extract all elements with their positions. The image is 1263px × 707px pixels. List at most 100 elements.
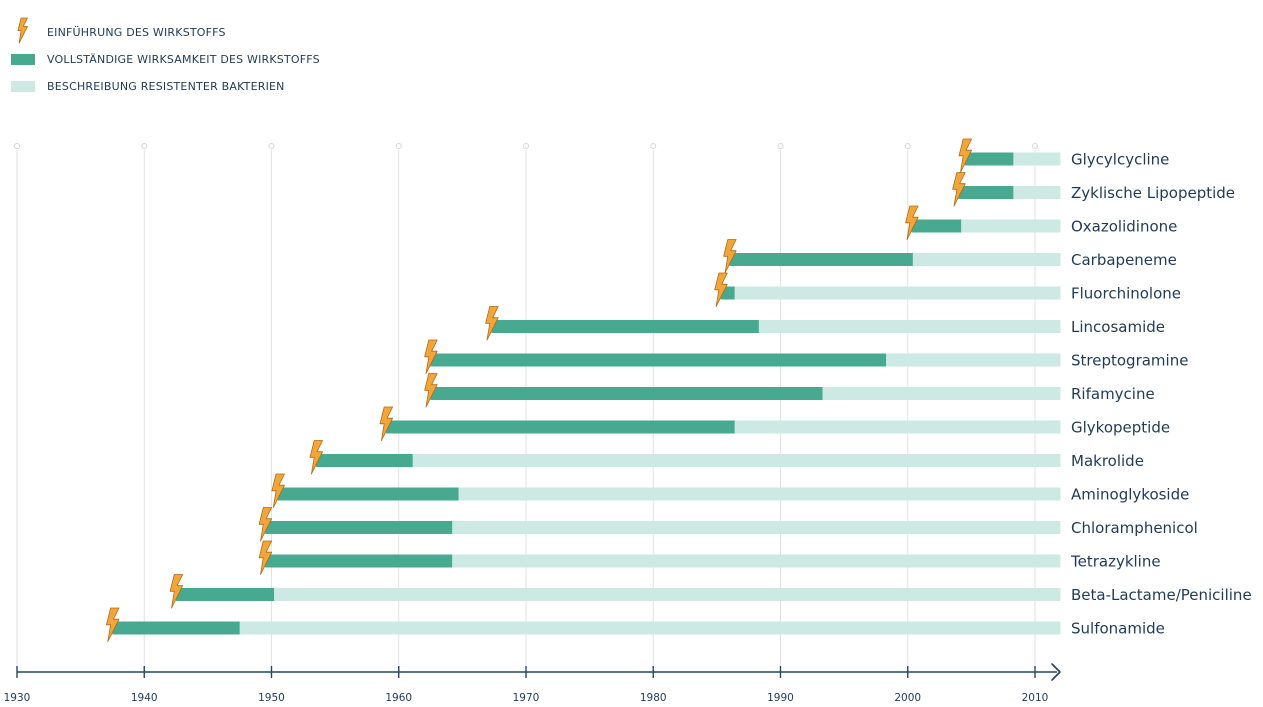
introduction-bolt-icon — [958, 138, 972, 173]
introduction-bolt-icon — [952, 172, 966, 207]
legend-swatch-effective — [11, 54, 35, 65]
grid-marker — [777, 143, 784, 149]
introduction-bolt-icon — [106, 607, 120, 642]
resistance-bar — [961, 219, 1061, 233]
effective-bar — [112, 621, 240, 635]
bars: Glycylcycline Zyklische Lipopeptide Oxazol… — [106, 138, 1252, 642]
grid-marker — [904, 143, 911, 149]
timeline-row: Streptogramine — [424, 339, 1188, 374]
row-label: Glykopeptide — [1071, 419, 1170, 437]
resistance-bar — [912, 253, 1061, 266]
timeline-row: Glycylcycline — [958, 138, 1169, 173]
resistance-bar — [1013, 186, 1061, 199]
grid-marker — [268, 143, 275, 149]
introduction-bolt-icon — [258, 540, 273, 575]
grid-marker — [523, 143, 529, 149]
timeline-row: Lincosamide — [485, 306, 1165, 341]
effective-bar — [430, 353, 887, 367]
introduction-bolt-icon — [723, 239, 737, 274]
row-label: Streptogramine — [1071, 352, 1188, 370]
row-label: Zyklische Lipopeptide — [1071, 184, 1235, 202]
tick-label: 2000 — [894, 692, 921, 704]
row-label: Fluorchinolone — [1071, 285, 1181, 303]
timeline-row: Carbapeneme — [723, 239, 1177, 274]
effective-bar — [911, 219, 962, 233]
row-label: Carbapeneme — [1071, 251, 1177, 269]
resistance-bar — [1013, 152, 1061, 166]
effective-bar — [316, 454, 413, 467]
tick-label: 1970 — [513, 692, 540, 704]
effective-bar — [729, 253, 913, 266]
resistance-bar — [758, 320, 1061, 333]
grid-marker — [141, 143, 148, 149]
grid-marker — [14, 143, 20, 149]
tick-label: 1950 — [258, 692, 285, 704]
tick-label: 2010 — [1022, 692, 1049, 704]
effective-bar — [386, 420, 735, 434]
timeline-row: Oxazolidinone — [905, 205, 1177, 240]
row-label: Makrolide — [1071, 452, 1144, 470]
introduction-bolt-icon — [424, 373, 438, 408]
timeline-row: Sulfonamide — [106, 607, 1165, 642]
row-label: Oxazolidinone — [1071, 218, 1177, 236]
tick-label: 1990 — [767, 692, 794, 704]
effective-bar — [491, 320, 759, 333]
grid-marker — [1032, 143, 1038, 149]
resistance-bar — [734, 286, 1061, 300]
tick-label: 1960 — [385, 692, 412, 704]
row-label: Tetrazykline — [1070, 553, 1161, 571]
row-label: Beta-Lactame/Peniciline — [1071, 586, 1252, 604]
legend-swatch-resistant — [11, 81, 35, 92]
tick-label: 1930 — [4, 692, 31, 704]
resistance-bar — [734, 420, 1061, 434]
resistance-bar — [886, 353, 1061, 367]
introduction-bolt-icon — [309, 440, 323, 475]
timeline-row: Aminoglykoside — [271, 473, 1189, 508]
introduction-bolt-icon — [485, 306, 499, 341]
timeline-row: Zyklische Lipopeptide — [952, 172, 1235, 207]
x-axis: 1930 1940 1950 1960 1970 1980 1990 2000 2010 — [4, 663, 1061, 704]
legend-item-effective: VOLLSTÄNDIGE WIRKSAMKEIT DES WIRKSTOFFS — [11, 53, 320, 66]
row-label: Chloramphenicol — [1071, 519, 1198, 537]
row-label: Glycylcycline — [1071, 151, 1169, 169]
resistance-bar — [239, 621, 1061, 635]
introduction-bolt-icon — [271, 473, 285, 508]
row-label: Lincosamide — [1071, 318, 1165, 336]
grid-marker — [395, 143, 402, 149]
legend-label-resistant: BESCHREIBUNG RESISTENTER BAKTERIEN — [47, 80, 285, 93]
legend-item-introduction: EINFÜHRUNG DES WIRKSTOFFS — [17, 17, 226, 44]
row-label: Rifamycine — [1071, 385, 1155, 403]
axis-arrow-icon — [1051, 663, 1061, 681]
timeline-row: Chloramphenicol — [258, 507, 1198, 542]
introduction-bolt-icon — [905, 205, 919, 240]
resistance-bar — [452, 554, 1061, 568]
effective-bar — [277, 487, 459, 501]
resistance-bar — [458, 487, 1061, 501]
resistance-bar — [822, 387, 1061, 400]
legend-label-effective: VOLLSTÄNDIGE WIRKSAMKEIT DES WIRKSTOFFS — [47, 53, 320, 66]
effective-bar — [430, 387, 823, 400]
resistance-bar — [412, 454, 1061, 467]
effective-bar — [176, 588, 275, 601]
introduction-bolt-icon — [379, 406, 393, 441]
timeline-row: Makrolide — [309, 440, 1144, 475]
legend-item-resistant: BESCHREIBUNG RESISTENTER BAKTERIEN — [11, 80, 285, 93]
row-label: Aminoglykoside — [1071, 486, 1189, 504]
introduction-bolt-icon — [169, 574, 184, 609]
introduction-bolt-icon — [714, 272, 728, 307]
grid-marker — [650, 143, 657, 149]
tick-label: 1980 — [640, 692, 667, 704]
legend-bolt-icon — [17, 17, 28, 44]
introduction-bolt-icon — [258, 507, 273, 542]
timeline-row: Rifamycine — [424, 373, 1155, 408]
legend: EINFÜHRUNG DES WIRKSTOFFS VOLLSTÄNDIGE W… — [11, 17, 320, 93]
tick-label: 1940 — [131, 692, 158, 704]
legend-label-introduction: EINFÜHRUNG DES WIRKSTOFFS — [47, 26, 226, 39]
timeline-row: Fluorchinolone — [714, 272, 1181, 307]
effective-bar — [265, 554, 453, 568]
effective-bar — [265, 521, 453, 534]
grid — [14, 143, 1038, 672]
row-label: Sulfonamide — [1071, 620, 1165, 638]
resistance-bar — [274, 588, 1061, 601]
